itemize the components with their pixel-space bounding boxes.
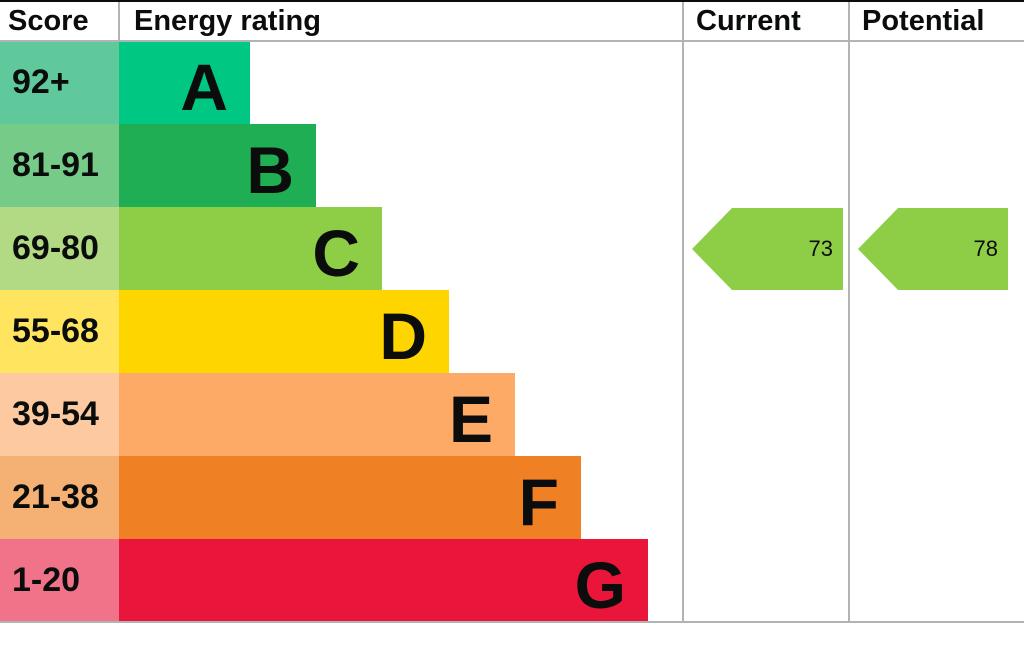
rating-bar-a: A [119, 41, 250, 124]
top-border [0, 0, 1024, 2]
current-rating-arrow: 73 [692, 208, 843, 290]
score-range-b: 81-91 [0, 124, 119, 207]
potential-column-header: Potential [862, 4, 985, 37]
score-column-header: Score [8, 4, 89, 37]
energy-rating-column-header: Energy rating [134, 4, 321, 37]
rating-bar-d: D [119, 290, 449, 373]
current-column-divider [682, 2, 684, 622]
rating-bar-e: E [119, 373, 515, 456]
rating-letter-a: A [180, 49, 228, 124]
potential-column-divider [848, 2, 850, 622]
score-range-a: 92+ [0, 41, 119, 124]
header-underline [0, 40, 1024, 42]
band-row-d: 55-68 D [0, 290, 683, 373]
potential-rating-value: 78 [973, 236, 998, 261]
potential-rating-arrow: 78 [858, 208, 1008, 290]
score-range-d: 55-68 [0, 290, 119, 373]
rating-letter-b: B [246, 132, 294, 207]
bottom-border [0, 621, 1024, 623]
rating-letter-d: D [379, 298, 427, 373]
score-range-c: 69-80 [0, 207, 119, 290]
rating-letter-f: F [518, 464, 559, 539]
rating-letter-g: G [574, 547, 626, 622]
score-range-e: 39-54 [0, 373, 119, 456]
score-range-f: 21-38 [0, 456, 119, 539]
rating-bar-c: C [119, 207, 382, 290]
score-column-divider [118, 2, 120, 40]
score-range-g: 1-20 [0, 539, 119, 622]
rating-bar-f: F [119, 456, 581, 539]
current-column-header: Current [696, 4, 801, 37]
band-row-c: 69-80 C [0, 207, 683, 290]
rating-letter-c: C [312, 215, 360, 290]
rating-bar-g: G [119, 539, 648, 622]
band-row-f: 21-38 F [0, 456, 683, 539]
rating-bar-b: B [119, 124, 316, 207]
band-row-e: 39-54 E [0, 373, 683, 456]
band-row-a: 92+ A [0, 41, 683, 124]
band-row-b: 81-91 B [0, 124, 683, 207]
band-row-g: 1-20 G [0, 539, 683, 622]
current-rating-value: 73 [808, 236, 833, 261]
rating-letter-e: E [448, 381, 493, 456]
rating-bands: 92+ A 81-91 B 69-80 C 55-68 D 39-54 [0, 41, 683, 622]
